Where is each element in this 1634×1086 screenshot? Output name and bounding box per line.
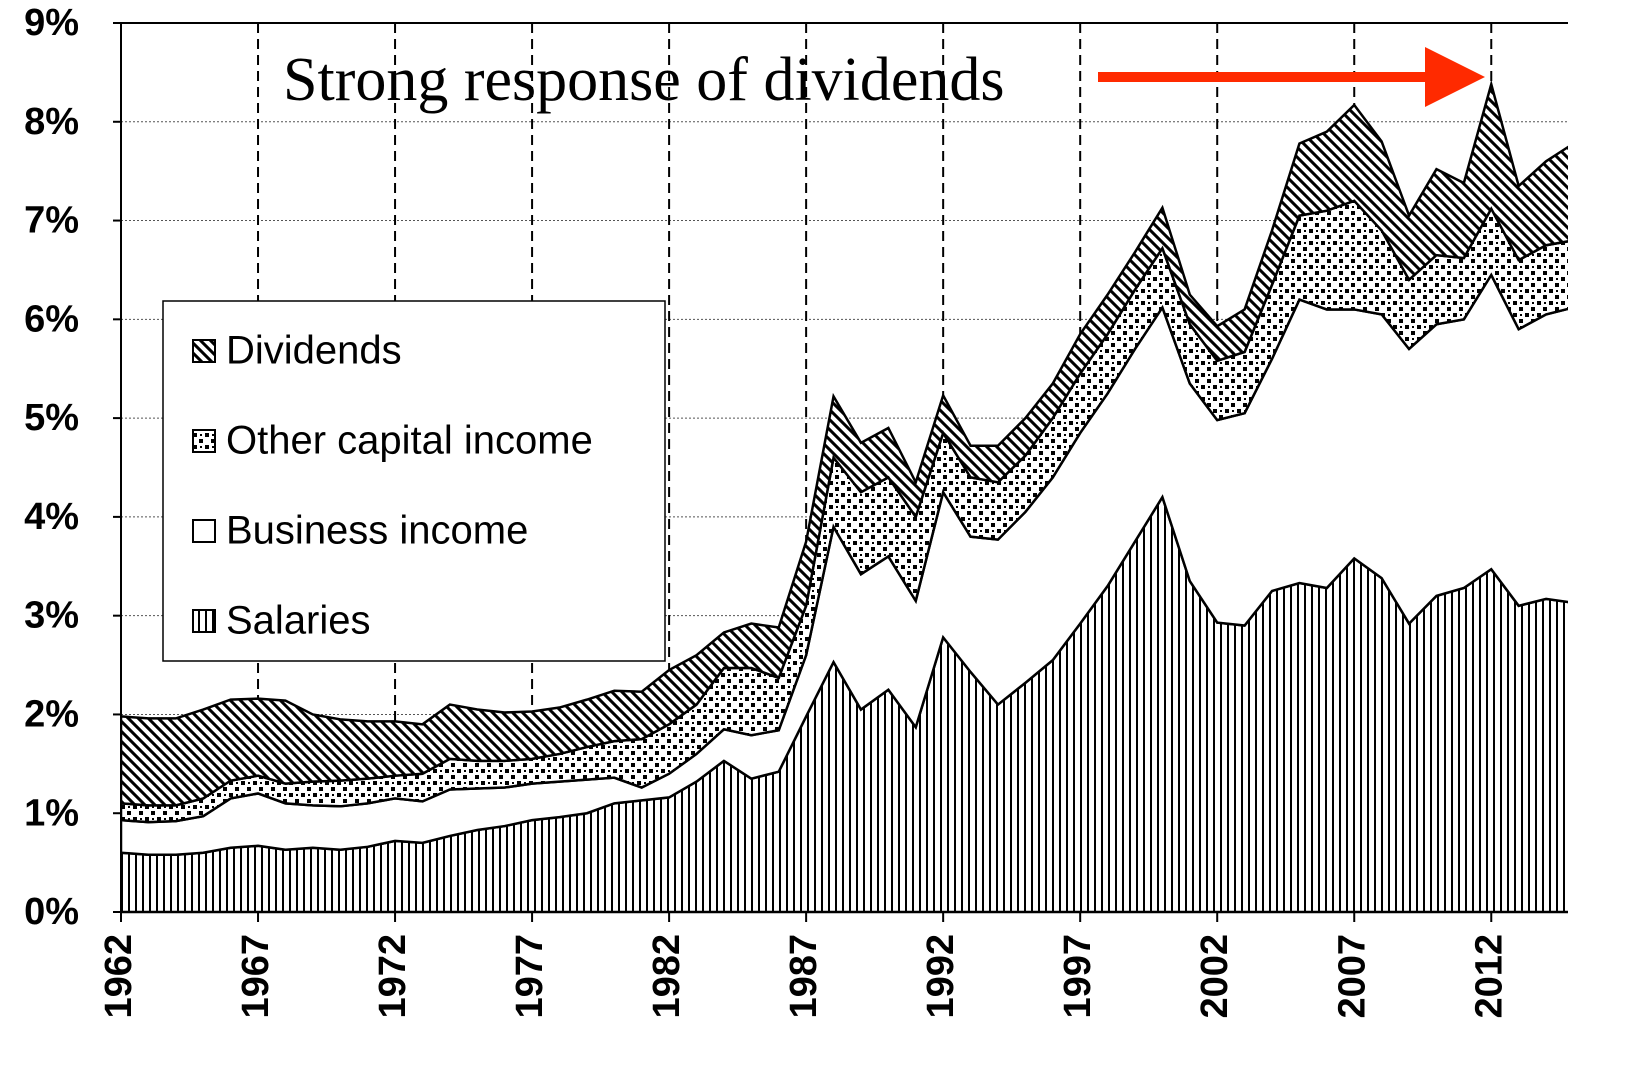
y-tick-label: 4% — [24, 496, 79, 538]
legend-swatch — [192, 429, 216, 453]
y-tick-label: 6% — [24, 298, 79, 340]
y-tick-label: 5% — [24, 397, 79, 439]
x-tick-label: 1962 — [98, 934, 140, 1019]
y-tick-label: 2% — [24, 693, 79, 735]
x-tick-label: 1982 — [646, 934, 688, 1019]
legend-swatch — [192, 519, 216, 543]
x-tick-label: 1997 — [1057, 934, 1099, 1019]
axes: 0% 1% 2% 3% 4% 5% 6% 7% 8% 9% 1962 1967 1972 1977 1982… — [24, 2, 1568, 1019]
y-tick-label: 3% — [24, 595, 79, 637]
y-tick-label: 0% — [24, 891, 79, 933]
legend-box — [162, 300, 666, 662]
legend-label: Salaries — [226, 599, 371, 643]
x-tick-label: 2007 — [1331, 934, 1373, 1019]
y-tick-label: 1% — [24, 792, 79, 834]
y-tick-label: 7% — [24, 200, 79, 242]
x-tick-label: 1967 — [235, 934, 277, 1019]
x-tick-label: 1977 — [509, 934, 551, 1019]
legend-label: Business income — [226, 509, 528, 553]
areas — [121, 79, 1568, 914]
x-tick-label: 2012 — [1468, 934, 1510, 1019]
x-tick-label: 1987 — [783, 934, 825, 1019]
legend-swatch — [192, 609, 216, 633]
annotation: Strong response of dividends — [283, 46, 1005, 114]
legend: Dividends Other capital income Business in… — [162, 300, 666, 662]
x-tick-label: 2002 — [1194, 934, 1236, 1019]
legend-label: Other capital income — [226, 419, 593, 463]
legend-label: Dividends — [226, 329, 402, 373]
area — [121, 79, 1568, 807]
y-tick-label: 9% — [24, 2, 79, 44]
x-tick-label: 1972 — [372, 934, 414, 1019]
legend-swatch — [192, 339, 216, 363]
y-tick-label: 8% — [24, 101, 79, 143]
x-tick-label: 1992 — [920, 934, 962, 1019]
